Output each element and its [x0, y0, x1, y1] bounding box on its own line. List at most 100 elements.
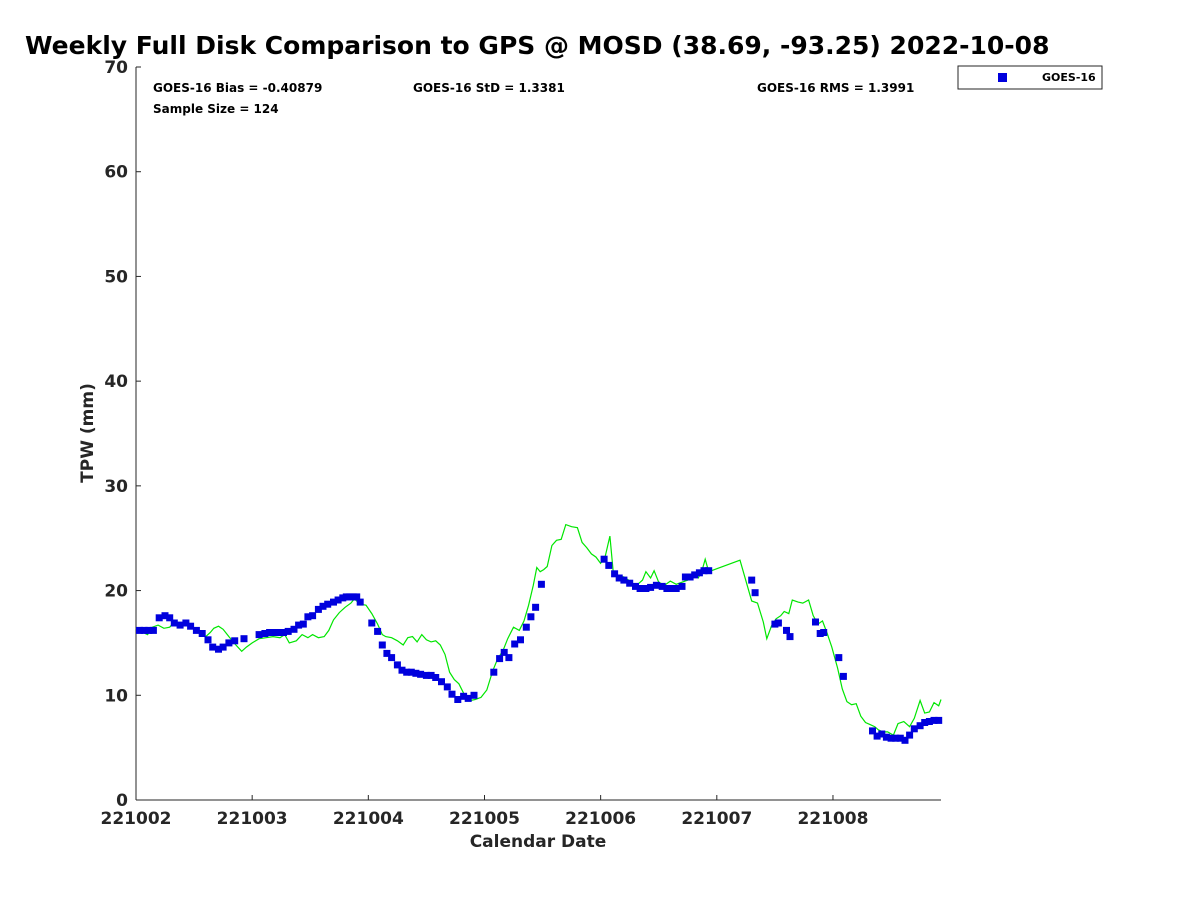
goes16-point	[280, 629, 287, 636]
goes16-point	[647, 583, 655, 591]
goes16-point	[187, 622, 195, 630]
goes16-point	[182, 619, 190, 627]
goes16-point	[136, 626, 143, 634]
goes16-point	[353, 593, 361, 601]
legend-box	[957, 65, 1103, 90]
goes16-point	[517, 636, 524, 644]
goes16-point	[878, 730, 886, 738]
goes16-point	[398, 666, 406, 674]
goes16-point	[266, 629, 274, 636]
legend-marker	[998, 73, 1007, 82]
y-axis-label: TPW (mm)	[78, 383, 98, 483]
goes16-point	[356, 598, 364, 606]
goes16-point	[330, 598, 337, 606]
x-tick-label: 221008	[797, 809, 868, 829]
goes16-point	[751, 589, 759, 597]
y-tick-label: 70	[104, 58, 128, 78]
goes16-point	[170, 619, 178, 627]
goes16-point	[896, 734, 904, 742]
goes16-point	[921, 719, 929, 726]
goes16-point	[388, 654, 396, 662]
x-tick-label: 221006	[565, 809, 636, 829]
goes16-point	[505, 654, 513, 662]
goes16-point	[438, 678, 445, 686]
goes16-point	[873, 732, 881, 740]
rms-annotation: GOES-16 RMS = 1.3991	[757, 81, 914, 95]
goes16-point	[681, 573, 689, 581]
chart-title: Weekly Full Disk Comparison to GPS @ MOS…	[25, 31, 1049, 60]
goes16-point	[700, 567, 708, 575]
goes16-point	[368, 619, 376, 627]
goes16-point	[887, 734, 895, 742]
goes16-point	[427, 671, 435, 679]
y-tick-label: 10	[104, 686, 128, 706]
goes16-point	[192, 626, 200, 634]
goes16-point	[393, 661, 401, 669]
goes16-point	[275, 629, 283, 636]
goes16-point	[309, 612, 317, 620]
goes16-point	[176, 621, 184, 629]
goes16-point	[869, 727, 876, 735]
goes16-point	[319, 602, 327, 610]
goes16-point	[490, 668, 498, 676]
x-tick-label: 221002	[101, 809, 172, 829]
goes16-point	[284, 627, 292, 635]
goes16-point	[783, 626, 790, 634]
goes16-point	[299, 620, 307, 628]
goes16-point	[839, 672, 847, 680]
goes16-point	[145, 626, 153, 634]
goes16-point	[198, 630, 206, 637]
goes16-point	[611, 570, 619, 578]
goes16-point	[470, 691, 478, 699]
goes16-point	[636, 585, 644, 592]
goes16-point	[255, 631, 263, 639]
goes16-point	[403, 668, 411, 676]
goes16-point	[304, 613, 312, 621]
goes16-point	[448, 690, 456, 698]
y-tick-label: 20	[104, 582, 128, 602]
goes16-point	[786, 633, 794, 641]
goes16-point	[537, 580, 545, 588]
goes16-point	[620, 576, 628, 584]
goes16-point	[140, 626, 148, 634]
goes16-point	[511, 640, 519, 648]
sample-size-annotation: Sample Size = 124	[153, 102, 279, 116]
goes16-point	[812, 618, 819, 626]
goes16-point	[916, 722, 924, 730]
goes16-point	[261, 630, 269, 637]
goes16-point	[460, 692, 468, 700]
goes16-point	[155, 614, 163, 622]
goes16-point	[334, 596, 342, 604]
goes16-point	[705, 567, 713, 575]
goes16-point	[270, 629, 278, 636]
goes16-point	[678, 582, 686, 590]
std-annotation: GOES-16 StD = 1.3381	[413, 81, 565, 95]
goes16-point	[910, 725, 918, 733]
goes16-point	[695, 569, 703, 577]
y-axis-ticks: 0 10 20 30 40 50 60 70	[104, 58, 141, 811]
goes16-point	[906, 731, 914, 739]
goes16-point	[663, 585, 671, 592]
goes16-point	[422, 671, 430, 679]
goes16-point	[215, 645, 222, 653]
goes16-point	[432, 674, 440, 681]
goes16-point	[295, 621, 303, 629]
goes16-point	[668, 585, 675, 592]
legend: GOES-16	[957, 65, 1103, 90]
plot-area	[136, 67, 941, 800]
goes16-series-points	[136, 555, 943, 744]
goes16-point	[605, 561, 613, 569]
goes16-point	[658, 582, 666, 590]
goes16-point	[522, 623, 530, 631]
bias-annotation: GOES-16 Bias = -0.40879	[153, 81, 322, 95]
goes16-point	[231, 637, 239, 645]
goes16-point	[882, 733, 890, 741]
goes16-point	[454, 696, 462, 703]
goes16-point	[204, 636, 212, 644]
goes16-point	[686, 573, 694, 581]
goes16-point	[930, 716, 938, 724]
y-tick-label: 40	[104, 372, 128, 392]
goes16-point	[378, 641, 386, 649]
goes16-point	[417, 670, 425, 678]
